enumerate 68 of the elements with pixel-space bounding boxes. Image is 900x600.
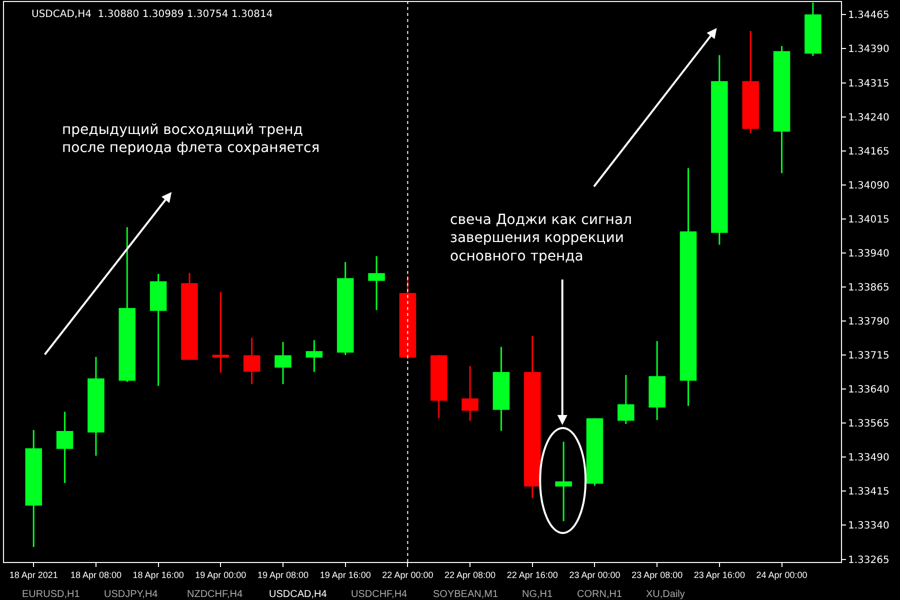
x-tick-label: 23 Apr 00:00	[569, 570, 620, 580]
text: USDJPY,H4	[104, 589, 158, 600]
y-tick-label: 1.33640	[848, 384, 890, 396]
candlestick	[88, 356, 104, 457]
text: XU,Daily	[646, 589, 685, 600]
candlestick	[648, 340, 666, 421]
x-tick-label: 18 Apr 08:00	[70, 570, 122, 580]
y-tick-label: 1.33340	[848, 520, 890, 532]
text: SOYBEAN,M1	[433, 589, 498, 600]
text: USDCAD,H4 1.30880 1.30989 1.30754 1.30814	[32, 9, 273, 20]
candlestick	[150, 273, 167, 387]
text: USDCAD,H4	[269, 589, 328, 600]
y-tick-label: 1.33940	[848, 248, 890, 260]
candlestick	[586, 417, 604, 487]
x-tick-label: 22 Apr 00:00	[382, 570, 434, 580]
y-tick-label: 1.33265	[848, 554, 890, 566]
y-tick-label: 1.34015	[848, 214, 890, 226]
text: EURUSD,H1	[22, 589, 80, 600]
y-tick-label: 1.34315	[848, 78, 890, 90]
annotation: предыдущий восходящий тренд после периода флета сохраняется	[62, 122, 320, 156]
candlestick	[212, 291, 230, 374]
candlestick	[462, 365, 478, 422]
x-tick-label: 22 Apr 16:00	[506, 570, 558, 580]
y-tick-label: 1.34465	[848, 10, 890, 22]
candlestick	[555, 440, 572, 522]
x-tick-label: 23 Apr 08:00	[632, 570, 683, 580]
candlestick	[25, 429, 42, 548]
candlestick	[618, 374, 634, 425]
x-tick-label: 24 Apr 00:00	[756, 570, 808, 580]
y-tick-label: 1.33490	[848, 452, 890, 464]
x-tick-label: 18 Apr 16:00	[132, 570, 184, 580]
candlestick	[773, 45, 790, 174]
y-tick-label: 1.33565	[848, 418, 890, 430]
y-tick-label: 1.33715	[848, 350, 890, 362]
candlestick	[306, 339, 323, 373]
x-tick-label: 19 Apr 00:00	[195, 570, 246, 580]
text: NZDCHF,H4	[187, 589, 243, 600]
y-tick-label: 1.34090	[848, 180, 890, 192]
x-tick-label: 23 Apr 16:00	[694, 570, 745, 580]
candlestick	[804, 2, 822, 57]
candlestick	[56, 411, 74, 484]
candlestick	[118, 226, 136, 383]
y-tick-label: 1.34240	[848, 112, 890, 124]
candlestick	[399, 275, 416, 360]
candlestick	[742, 30, 759, 134]
y-tick-label: 1.34165	[848, 146, 890, 158]
x-tick-label: 19 Apr 08:00	[257, 570, 309, 580]
candlestick	[181, 272, 198, 360]
text: CORN,H1	[577, 589, 622, 600]
candlestick	[492, 346, 510, 432]
candlestick	[524, 335, 541, 499]
candlestick	[430, 354, 448, 419]
candlestick	[680, 167, 697, 407]
candlestick	[274, 341, 292, 385]
candlestick	[336, 261, 354, 356]
y-tick-label: 1.34390	[848, 44, 890, 56]
x-tick-label: 22 Apr 08:00	[444, 570, 496, 580]
candlestick	[368, 255, 385, 311]
x-tick-label: 19 Apr 16:00	[320, 570, 371, 580]
y-tick-label: 1.33790	[848, 316, 890, 328]
candlestick	[711, 54, 728, 246]
y-tick-label: 1.33415	[848, 486, 890, 498]
candlestick	[243, 337, 260, 385]
annotation: свеча Доджи как сигнал завершения коррекции основного тренда	[450, 212, 632, 264]
y-tick-label: 1.33865	[848, 282, 890, 294]
x-tick-label: 18 Apr 2021	[9, 570, 58, 580]
text: NG,H1	[522, 589, 553, 600]
text: USDCHF,H4	[351, 589, 408, 600]
